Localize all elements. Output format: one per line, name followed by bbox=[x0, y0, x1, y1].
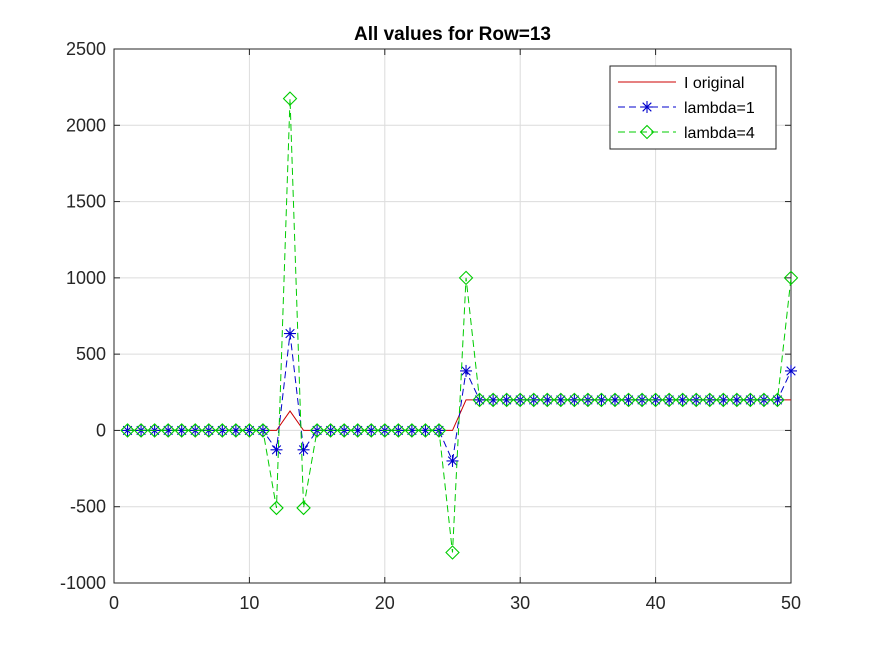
data-point bbox=[255, 423, 271, 438]
x-tick-label: 30 bbox=[510, 593, 530, 613]
series-layer bbox=[120, 91, 799, 560]
data-point bbox=[499, 392, 514, 408]
axes-box bbox=[113, 48, 792, 584]
data-point bbox=[675, 392, 690, 408]
data-point bbox=[350, 423, 365, 438]
legend-marker bbox=[639, 124, 655, 140]
y-tick-label: 1500 bbox=[66, 192, 106, 212]
series-line bbox=[127, 98, 792, 553]
data-point bbox=[147, 423, 162, 438]
data-point bbox=[688, 392, 704, 408]
data-point bbox=[661, 392, 677, 408]
data-point bbox=[702, 392, 718, 408]
data-point bbox=[284, 327, 297, 340]
data-point bbox=[743, 392, 758, 408]
data-point bbox=[634, 392, 650, 408]
data-point bbox=[446, 454, 459, 467]
legend-label: lambda=4 bbox=[684, 125, 755, 142]
data-point bbox=[621, 392, 636, 408]
data-point bbox=[512, 392, 528, 408]
data-point bbox=[391, 423, 406, 438]
data-point bbox=[404, 423, 420, 438]
y-tick-label: 2500 bbox=[66, 39, 106, 59]
legend-box bbox=[609, 65, 777, 150]
legend-label: lambda=1 bbox=[684, 100, 755, 117]
data-point bbox=[336, 423, 352, 438]
data-point bbox=[580, 392, 596, 408]
data-point bbox=[770, 392, 785, 408]
y-tick-label: 0 bbox=[96, 420, 106, 440]
data-point bbox=[485, 392, 501, 408]
x-tick-label: 20 bbox=[375, 593, 395, 613]
chart-title: All values for Row=13 bbox=[354, 24, 551, 45]
y-tick-label: -1000 bbox=[60, 573, 106, 593]
legend: I original lambda=1 lambda=4 bbox=[609, 65, 777, 150]
data-point bbox=[282, 91, 298, 106]
y-tick-label: 2000 bbox=[66, 115, 106, 135]
data-point bbox=[296, 500, 311, 516]
series-1 bbox=[121, 327, 797, 467]
data-point bbox=[363, 423, 379, 438]
data-point bbox=[120, 423, 135, 438]
data-point bbox=[133, 423, 149, 438]
data-point bbox=[540, 392, 555, 408]
y-tick-label: 500 bbox=[76, 344, 106, 364]
data-point bbox=[553, 392, 569, 408]
data-point bbox=[215, 423, 230, 438]
data-point bbox=[270, 443, 283, 456]
data-point bbox=[783, 270, 799, 286]
data-point bbox=[729, 392, 745, 408]
data-point bbox=[607, 392, 623, 408]
data-point bbox=[716, 392, 731, 408]
data-point bbox=[594, 392, 609, 408]
data-point bbox=[458, 270, 474, 286]
data-point bbox=[201, 423, 217, 438]
data-point bbox=[445, 545, 460, 560]
data-point bbox=[460, 364, 473, 377]
data-point bbox=[785, 364, 797, 377]
ticks: 0 10 20 30 40 50 -1000 -500 0 500 1000 1500 2000 2500 bbox=[60, 39, 801, 613]
y-tick-label: -500 bbox=[70, 497, 106, 517]
legend-label: I original bbox=[684, 75, 744, 92]
data-point bbox=[567, 392, 582, 408]
data-point bbox=[323, 423, 338, 438]
data-point bbox=[187, 423, 203, 438]
x-tick-label: 0 bbox=[109, 593, 119, 613]
data-point bbox=[648, 392, 663, 408]
data-point bbox=[309, 423, 325, 438]
data-point bbox=[526, 392, 542, 408]
data-point bbox=[160, 423, 176, 438]
data-point bbox=[228, 423, 244, 438]
data-point bbox=[297, 443, 310, 456]
legend-marker bbox=[641, 101, 653, 113]
x-tick-label: 40 bbox=[646, 593, 666, 613]
x-tick-label: 10 bbox=[239, 593, 259, 613]
data-point bbox=[174, 423, 189, 438]
data-point bbox=[472, 392, 487, 408]
data-point bbox=[756, 392, 772, 408]
data-point bbox=[242, 423, 257, 438]
data-point bbox=[431, 423, 447, 438]
series-2 bbox=[120, 91, 799, 560]
series-line bbox=[127, 333, 792, 463]
data-point bbox=[418, 423, 433, 438]
data-point bbox=[269, 500, 284, 516]
x-tick-label: 50 bbox=[781, 593, 801, 613]
data-point bbox=[377, 423, 393, 438]
y-tick-label: 1000 bbox=[66, 268, 106, 288]
